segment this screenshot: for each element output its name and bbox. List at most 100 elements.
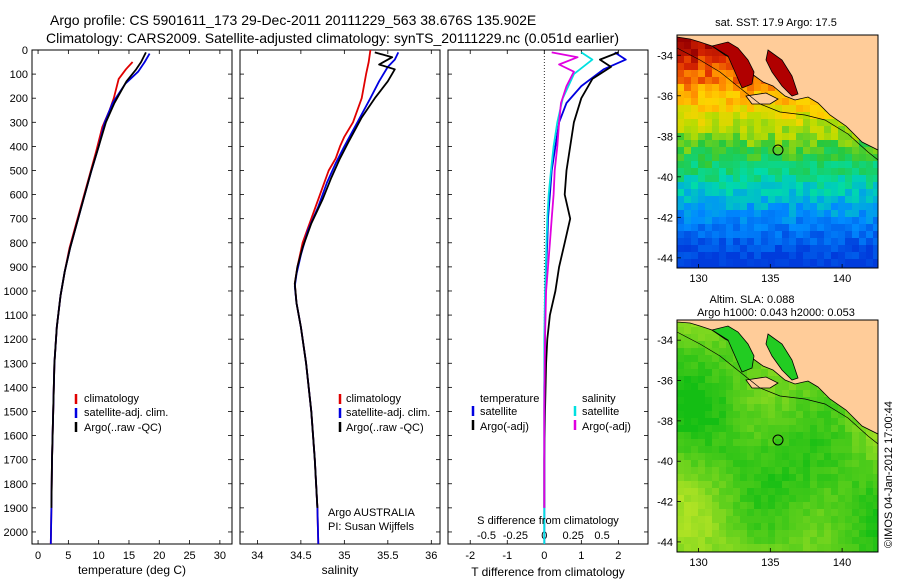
- map-cell: [698, 245, 705, 252]
- map-cell: [712, 196, 719, 203]
- map-cell: [838, 418, 845, 425]
- map-cell: [740, 376, 747, 383]
- map-cell: [726, 217, 733, 224]
- map-cell: [782, 509, 789, 516]
- sst-land: [677, 35, 878, 161]
- map-cell: [761, 245, 768, 252]
- map-cell: [698, 91, 705, 98]
- map-cell: [768, 119, 775, 126]
- map-cell: [726, 355, 733, 362]
- map-cell: [684, 175, 691, 182]
- map-cell: [747, 175, 754, 182]
- map-cell: [712, 140, 719, 147]
- map-cell: [698, 252, 705, 259]
- map-cell: [691, 231, 698, 238]
- map-cell: [684, 63, 691, 70]
- map-cell: [845, 252, 852, 259]
- salinity-panel: 34 34.5 35 35.5 36 salinity climatology sate…: [239, 49, 441, 577]
- map-cell: [712, 189, 719, 196]
- map-cell: [859, 252, 866, 259]
- map-cell: [852, 231, 859, 238]
- map-cell: [782, 252, 789, 259]
- map-cell: [705, 119, 712, 126]
- sla-land: [677, 320, 878, 445]
- map-cell: [768, 544, 775, 551]
- map-cell: [733, 376, 740, 383]
- map-cell: [817, 182, 824, 189]
- map-cell: [782, 460, 789, 467]
- map-cell: [831, 266, 838, 268]
- map-cell: [845, 453, 852, 460]
- map-cell: [705, 231, 712, 238]
- map-cell: [712, 147, 719, 154]
- map-cell: [838, 161, 845, 168]
- map-cell: [754, 140, 761, 147]
- map-cell: [684, 432, 691, 439]
- map-cell: [803, 383, 810, 390]
- map-cell: [691, 509, 698, 516]
- map-cell: [782, 453, 789, 460]
- map-cell: [789, 502, 796, 509]
- x-tick-label: 5: [65, 550, 71, 562]
- map-cell: [838, 196, 845, 203]
- argo-float-marker-sst: [772, 144, 784, 156]
- map-cell: [803, 397, 810, 404]
- map-cell: [747, 453, 754, 460]
- map-cell: [691, 98, 698, 105]
- map-cell: [845, 502, 852, 509]
- map-cell: [838, 509, 845, 516]
- map-cell: [789, 411, 796, 418]
- map-cell: [796, 439, 803, 446]
- map-cell: [726, 133, 733, 140]
- map-cell: [789, 259, 796, 266]
- map-cell: [831, 509, 838, 516]
- map-cell: [733, 105, 740, 112]
- map-cell: [684, 231, 691, 238]
- map-cell: [754, 154, 761, 161]
- map-cell: [740, 460, 747, 467]
- map-cell: [789, 418, 796, 425]
- map-cell: [754, 467, 761, 474]
- map-cell: [775, 112, 782, 119]
- profile-header: Argo profile: CS 5901611_173 29-Dec-2011…: [50, 12, 537, 28]
- map-cell: [817, 544, 824, 551]
- map-cell: [796, 259, 803, 266]
- map-cell: [705, 537, 712, 544]
- map-cell: [733, 196, 740, 203]
- map-cell: [845, 203, 852, 210]
- map-cell: [677, 425, 684, 432]
- map-cell: [817, 390, 824, 397]
- map-cell: [740, 161, 747, 168]
- x-tick-label: 35.5: [377, 550, 398, 562]
- map-cell: [873, 175, 878, 182]
- map-cell: [873, 245, 878, 252]
- depth-tick-label: 1400: [4, 382, 28, 394]
- map-cell: [712, 355, 719, 362]
- map-cell: [831, 418, 838, 425]
- map-cell: [831, 432, 838, 439]
- map-cell: [698, 126, 705, 133]
- map-cell: [698, 348, 705, 355]
- sst-map: sat. SST: 17.9 Argo: 17.5 130 135 140-34-3…: [657, 17, 879, 285]
- map-cell: [845, 411, 852, 418]
- map-cell: [845, 432, 852, 439]
- map-cell: [726, 266, 733, 268]
- map-cell: [684, 516, 691, 523]
- map-cell: [803, 175, 810, 182]
- map-cell: [733, 418, 740, 425]
- map-cell: [803, 126, 810, 133]
- map-cell: [684, 481, 691, 488]
- map-cell: [803, 460, 810, 467]
- map-cell: [691, 133, 698, 140]
- map-cell: [831, 495, 838, 502]
- map-cell: [768, 502, 775, 509]
- map-cell: [831, 523, 838, 530]
- map-cell: [691, 56, 698, 63]
- map-cell: [747, 516, 754, 523]
- map-cell: [775, 502, 782, 509]
- map-cell: [768, 432, 775, 439]
- spencer-gulf: [710, 41, 755, 89]
- map-cell: [698, 112, 705, 119]
- map-cell: [810, 245, 817, 252]
- map-cell: [719, 112, 726, 119]
